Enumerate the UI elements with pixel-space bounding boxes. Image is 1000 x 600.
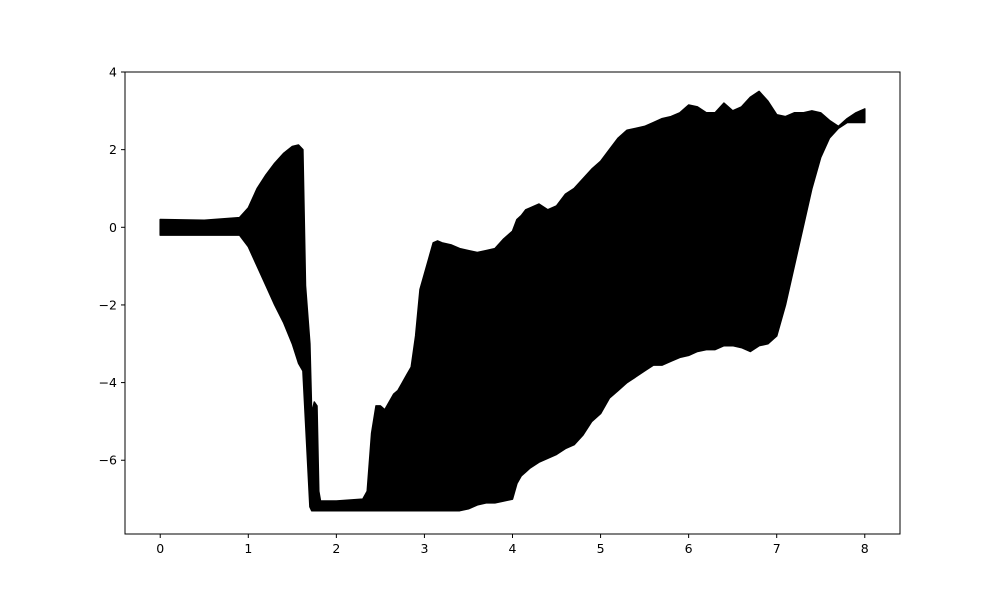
series-layer [159, 90, 866, 512]
series-envelope-0 [159, 90, 866, 512]
x-tick-label: 5 [597, 541, 605, 556]
x-tick-label: 8 [861, 541, 869, 556]
x-tick-label: 7 [773, 541, 781, 556]
y-tick-label: 2 [109, 142, 117, 157]
y-tick-label: −6 [99, 453, 117, 468]
y-tick-label: −2 [99, 297, 117, 312]
y-axis: −6 −4 −2 0 2 4 [99, 65, 125, 468]
y-tick-label: 4 [109, 65, 117, 80]
x-tick-label: 3 [420, 541, 428, 556]
x-tick-label: 4 [509, 541, 517, 556]
x-axis: 0 1 2 3 4 5 6 7 8 [156, 534, 869, 556]
x-tick-label: 2 [332, 541, 340, 556]
x-tick-label: 1 [244, 541, 252, 556]
x-tick-label: 0 [156, 541, 164, 556]
y-tick-label: 0 [109, 220, 117, 235]
y-tick-label: −4 [99, 375, 117, 390]
x-tick-label: 6 [685, 541, 693, 556]
